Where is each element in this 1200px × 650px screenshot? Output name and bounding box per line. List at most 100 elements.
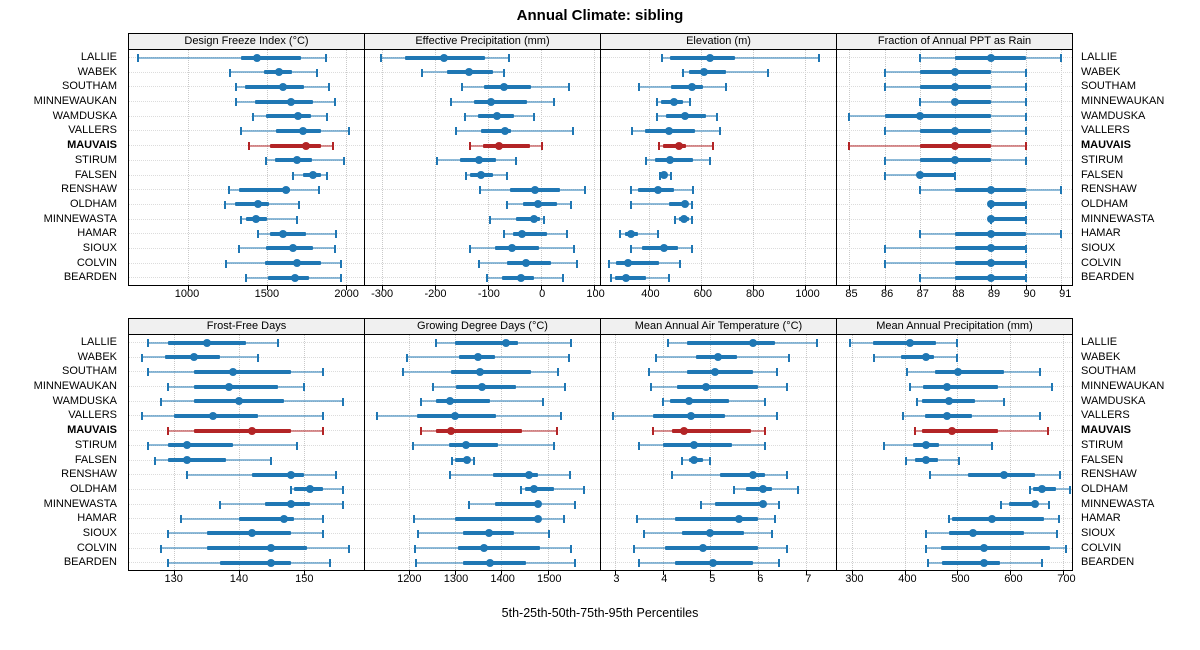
percentile-row: [129, 511, 364, 526]
median-dot: [689, 441, 698, 450]
median-dot: [533, 514, 542, 523]
whisker-cap: [657, 230, 660, 239]
iqr-bar: [872, 340, 937, 345]
whisker-cap: [322, 515, 325, 524]
percentile-row: [129, 335, 364, 350]
axis-tick-label: 89: [987, 288, 1001, 300]
axis-zone-fraction-of-annual-ppt-as-rain: 85 86 87 88 89 90 91: [839, 288, 1076, 304]
station-label: OLDHAM: [1081, 482, 1129, 495]
percentile-row: [129, 153, 364, 168]
whisker-cap: [990, 441, 993, 450]
whisker-cap: [333, 98, 336, 107]
whisker-cap: [1060, 54, 1063, 62]
percentile-row: [365, 423, 600, 438]
median-dot: [288, 244, 297, 253]
whisker-cap: [477, 259, 480, 268]
percentile-row: [365, 408, 600, 423]
iqr-bar: [686, 369, 754, 374]
whisker-cap: [644, 156, 647, 165]
percentile-row: [837, 335, 1072, 350]
median-dot: [986, 185, 995, 194]
gridline: [757, 335, 759, 570]
percentile-row: [129, 65, 364, 80]
median-dot: [687, 82, 696, 91]
median-dot: [706, 529, 715, 538]
station-label: RENSHAW: [1081, 183, 1137, 196]
iqr-bar: [990, 217, 1027, 222]
median-dot: [309, 171, 318, 179]
whisker-cap: [1059, 471, 1062, 480]
whisker-cap: [463, 112, 466, 121]
axis-tick-label: 87: [916, 288, 929, 300]
whisker-cap: [568, 83, 571, 92]
median-dot: [290, 273, 299, 282]
panel-header: Frost-Free Days: [128, 318, 365, 335]
whisker-cap: [778, 559, 781, 568]
row-guide-line: [601, 189, 836, 191]
iqr-bar: [206, 546, 308, 551]
iqr-bar: [241, 55, 301, 60]
whisker-cap: [956, 353, 959, 362]
whisker-cap: [785, 383, 788, 392]
axis-tick-label: 91: [1059, 288, 1072, 300]
percentile-row: [129, 168, 364, 183]
percentile-row: [129, 197, 364, 212]
percentile-row: [129, 256, 364, 271]
median-dot: [1038, 485, 1047, 494]
iqr-bar: [193, 369, 291, 374]
whisker-cap: [503, 230, 506, 239]
whisker-cap: [660, 54, 663, 62]
median-dot: [916, 112, 925, 121]
iqr-bar: [265, 261, 321, 266]
percentile-row: [601, 123, 836, 138]
iqr-bar: [662, 143, 686, 148]
gridline: [990, 50, 992, 285]
median-dot: [299, 126, 308, 135]
whisker-cap: [347, 127, 350, 136]
station-label: WABEK: [1081, 350, 1121, 363]
station-label: FALSEN: [1081, 168, 1124, 181]
station-label: SOUTHAM: [1081, 365, 1136, 378]
percentile-row: [837, 526, 1072, 541]
whisker-cap: [669, 171, 672, 180]
axis-tick-label: 600: [693, 288, 712, 300]
station-label: SOUTHAM: [1081, 80, 1136, 93]
percentile-row: [837, 79, 1072, 94]
whisker-cap: [797, 485, 800, 494]
percentile-row: [365, 226, 600, 241]
whisker-cap: [153, 456, 156, 465]
whisker-cap: [691, 186, 694, 195]
iqr-bar: [655, 158, 693, 163]
gridline: [920, 50, 922, 285]
gridline: [710, 335, 712, 570]
axis-tick-label: 150: [295, 573, 314, 585]
median-dot: [521, 259, 530, 268]
median-dot: [253, 200, 262, 209]
iqr-bar: [669, 399, 730, 404]
iqr-bar: [670, 84, 703, 89]
whisker-cap: [771, 529, 774, 538]
percentile-row: [601, 79, 836, 94]
whisker-cap: [776, 412, 778, 421]
whisker-cap: [334, 230, 337, 239]
median-dot: [758, 485, 767, 494]
panel-band-bottom: Frost-Free Days Growing Degree Days (°C) M…: [128, 318, 1076, 575]
median-dot: [922, 353, 931, 362]
station-label: HAMAR: [77, 512, 117, 525]
whisker-cap: [652, 427, 655, 436]
station-label: WAMDUSKA: [52, 394, 117, 407]
axis-tick-label: 400: [898, 573, 917, 585]
percentile-row: [365, 364, 600, 379]
row-guide-line: [837, 218, 1072, 220]
median-dot: [670, 97, 679, 106]
whisker-cap: [1025, 274, 1028, 283]
page-title: Annual Climate: sibling: [516, 7, 684, 24]
whisker-cap: [340, 259, 343, 268]
axis-tick: [381, 286, 383, 290]
panel-header: Mean Annual Precipitation (mm): [836, 318, 1073, 335]
axis-tick-label: 400: [641, 288, 660, 300]
whisker-cap: [166, 559, 169, 568]
whisker-cap: [690, 215, 693, 224]
whisker-cap: [248, 142, 251, 151]
whisker-cap: [787, 353, 790, 362]
